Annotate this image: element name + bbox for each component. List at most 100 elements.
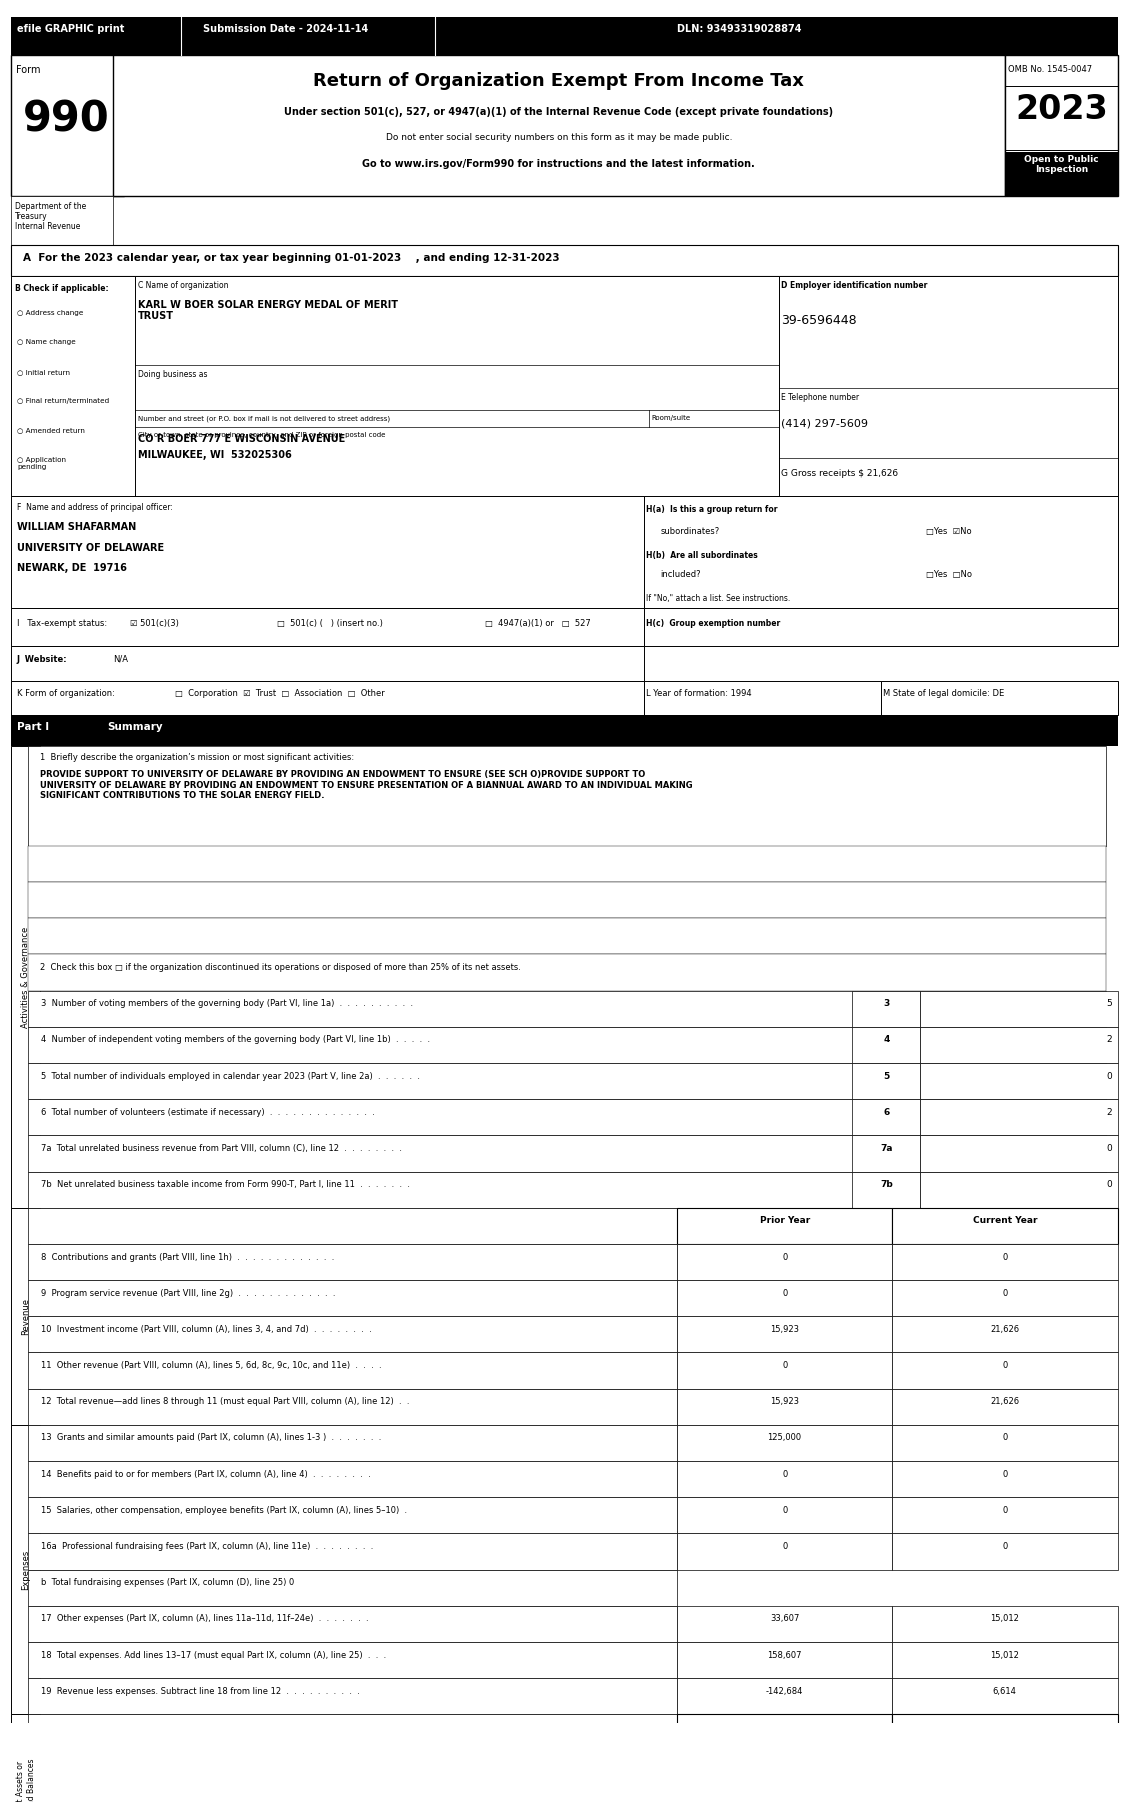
Text: 0: 0 <box>782 1361 787 1370</box>
Text: 2023: 2023 <box>1015 94 1108 126</box>
Bar <box>28 1389 677 1425</box>
Text: included?: included? <box>660 569 701 578</box>
Text: Department of the
Treasury
Internal Revenue: Department of the Treasury Internal Reve… <box>15 202 86 231</box>
Bar <box>892 1642 1118 1678</box>
Bar <box>852 991 920 1027</box>
Bar <box>28 1099 1106 1135</box>
Text: Submission Date - 2024-11-14: Submission Date - 2024-11-14 <box>203 23 368 34</box>
Text: L Year of formation: 1994: L Year of formation: 1994 <box>646 688 752 697</box>
Text: City or town, state or province, country, and ZIP or foreign postal code: City or town, state or province, country… <box>138 432 385 438</box>
Text: 4  Number of independent voting members of the governing body (Part VI, line 1b): 4 Number of independent voting members o… <box>41 1036 430 1045</box>
Text: 15,012: 15,012 <box>990 1651 1019 1660</box>
Text: D Employer identification number: D Employer identification number <box>781 281 928 290</box>
Text: PROVIDE SUPPORT TO UNIVERSITY OF DELAWARE BY PROVIDING AN ENDOWMENT TO ENSURE (S: PROVIDE SUPPORT TO UNIVERSITY OF DELAWAR… <box>40 769 692 800</box>
Bar <box>892 1714 1118 1750</box>
Bar <box>28 1678 677 1714</box>
Text: 125,000: 125,000 <box>768 1433 802 1442</box>
Bar <box>28 1425 677 1461</box>
Text: F  Name and address of principal officer:: F Name and address of principal officer: <box>17 503 173 512</box>
Bar <box>677 1786 892 1802</box>
Text: 21  Total liabilities (Part X, line 26)  .  .  .  .  .  .  .  .  .  .  .  .  .  : 21 Total liabilities (Part X, line 26) .… <box>41 1795 310 1802</box>
Bar <box>779 276 1118 496</box>
Bar <box>892 1425 1118 1461</box>
Text: 0: 0 <box>1003 1252 1007 1261</box>
Bar <box>644 681 881 715</box>
Text: 0: 0 <box>1106 1144 1112 1153</box>
Text: □  4947(a)(1) or   □  527: □ 4947(a)(1) or □ 527 <box>485 618 592 627</box>
Text: Go to www.irs.gov/Form990 for instructions and the latest information.: Go to www.irs.gov/Form990 for instructio… <box>362 159 755 169</box>
Text: 0: 0 <box>1106 1072 1112 1081</box>
Bar <box>852 1171 920 1207</box>
Text: Number and street (or P.O. box if mail is not delivered to street address): Number and street (or P.O. box if mail i… <box>138 414 390 422</box>
Bar <box>677 1642 892 1678</box>
Bar <box>11 196 113 245</box>
Bar <box>11 496 644 609</box>
Text: 19  Revenue less expenses. Subtract line 18 from line 12  .  .  .  .  .  .  .  .: 19 Revenue less expenses. Subtract line … <box>41 1687 359 1696</box>
Text: ☑ 501(c)(3): ☑ 501(c)(3) <box>130 618 178 627</box>
Text: ○ Initial return: ○ Initial return <box>17 369 70 375</box>
Bar <box>11 1425 40 1714</box>
Text: ○ Application
pending: ○ Application pending <box>17 456 65 470</box>
Bar <box>920 1063 1118 1099</box>
Bar <box>677 1750 892 1786</box>
Text: -142,684: -142,684 <box>765 1687 804 1696</box>
Text: 15,012: 15,012 <box>990 1615 1019 1624</box>
Text: 0: 0 <box>1003 1288 1007 1297</box>
Text: ○ Address change: ○ Address change <box>17 310 84 315</box>
Bar <box>28 1570 677 1606</box>
Bar <box>28 1786 677 1802</box>
Text: KARL W BOER SOLAR ENERGY MEDAL OF MERIT
TRUST: KARL W BOER SOLAR ENERGY MEDAL OF MERIT … <box>138 299 397 321</box>
Bar <box>892 1534 1118 1570</box>
Bar <box>677 1714 892 1750</box>
Bar <box>28 746 1106 845</box>
Text: 0: 0 <box>782 1543 787 1552</box>
Bar <box>28 883 1106 919</box>
Text: 15,923: 15,923 <box>770 1324 799 1333</box>
Bar <box>892 1243 1118 1279</box>
Text: 11  Other revenue (Part VIII, column (A), lines 5, 6d, 8c, 9c, 10c, and 11e)  . : 11 Other revenue (Part VIII, column (A),… <box>41 1361 382 1370</box>
Text: Activities & Governance: Activities & Governance <box>21 926 30 1027</box>
Text: 17  Other expenses (Part IX, column (A), lines 11a–11d, 11f–24e)  .  .  .  .  . : 17 Other expenses (Part IX, column (A), … <box>41 1615 368 1624</box>
Bar <box>677 1389 892 1425</box>
Bar <box>852 1099 920 1135</box>
Text: Summary: Summary <box>107 723 163 732</box>
Bar <box>28 1461 677 1497</box>
Bar <box>920 1135 1118 1171</box>
Text: Return of Organization Exempt From Income Tax: Return of Organization Exempt From Incom… <box>314 72 804 90</box>
Bar <box>11 276 147 496</box>
Bar <box>920 1099 1118 1135</box>
Bar <box>677 1315 892 1353</box>
Bar <box>677 1497 892 1534</box>
Text: 33,607: 33,607 <box>770 1615 799 1624</box>
Bar <box>28 1243 677 1279</box>
Text: ○ Name change: ○ Name change <box>17 339 76 346</box>
Bar <box>677 1534 892 1570</box>
Bar <box>28 1497 677 1534</box>
Bar <box>677 1243 892 1279</box>
Bar <box>892 1389 1118 1425</box>
Text: 16a  Professional fundraising fees (Part IX, column (A), line 11e)  .  .  .  .  : 16a Professional fundraising fees (Part … <box>41 1543 373 1552</box>
Text: 1,620,013: 1,620,013 <box>763 1759 806 1768</box>
Bar <box>852 1063 920 1099</box>
Bar <box>28 1063 1106 1099</box>
Bar <box>892 1353 1118 1389</box>
Text: M State of legal domicile: DE: M State of legal domicile: DE <box>883 688 1004 697</box>
Text: 990: 990 <box>23 97 110 141</box>
Text: 9  Program service revenue (Part VIII, line 2g)  .  .  .  .  .  .  .  .  .  .  .: 9 Program service revenue (Part VIII, li… <box>41 1288 335 1297</box>
Text: UNIVERSITY OF DELAWARE: UNIVERSITY OF DELAWARE <box>17 542 164 553</box>
Text: Open to Public
Inspection: Open to Public Inspection <box>1024 155 1099 175</box>
Text: efile GRAPHIC print: efile GRAPHIC print <box>17 23 124 34</box>
Text: Room/suite: Room/suite <box>651 414 691 422</box>
Text: K Form of organization:: K Form of organization: <box>17 688 115 697</box>
Text: □Yes  □No: □Yes □No <box>926 569 972 578</box>
Bar <box>11 681 644 715</box>
Text: Part I: Part I <box>17 723 49 732</box>
Text: 6  Total number of volunteers (estimate if necessary)  .  .  .  .  .  .  .  .  .: 6 Total number of volunteers (estimate i… <box>41 1108 375 1117</box>
Text: Under section 501(c), 527, or 4947(a)(1) of the Internal Revenue Code (except pr: Under section 501(c), 527, or 4947(a)(1)… <box>285 106 833 117</box>
Text: 3  Number of voting members of the governing body (Part VI, line 1a)  .  .  .  .: 3 Number of voting members of the govern… <box>41 1000 413 1009</box>
Text: 4: 4 <box>883 1036 890 1045</box>
Text: □  501(c) (   ) (insert no.): □ 501(c) ( ) (insert no.) <box>277 618 383 627</box>
Text: Do not enter social security numbers on this form as it may be made public.: Do not enter social security numbers on … <box>386 133 732 142</box>
Bar <box>677 1425 892 1461</box>
Text: End of Year: End of Year <box>975 1723 1034 1732</box>
